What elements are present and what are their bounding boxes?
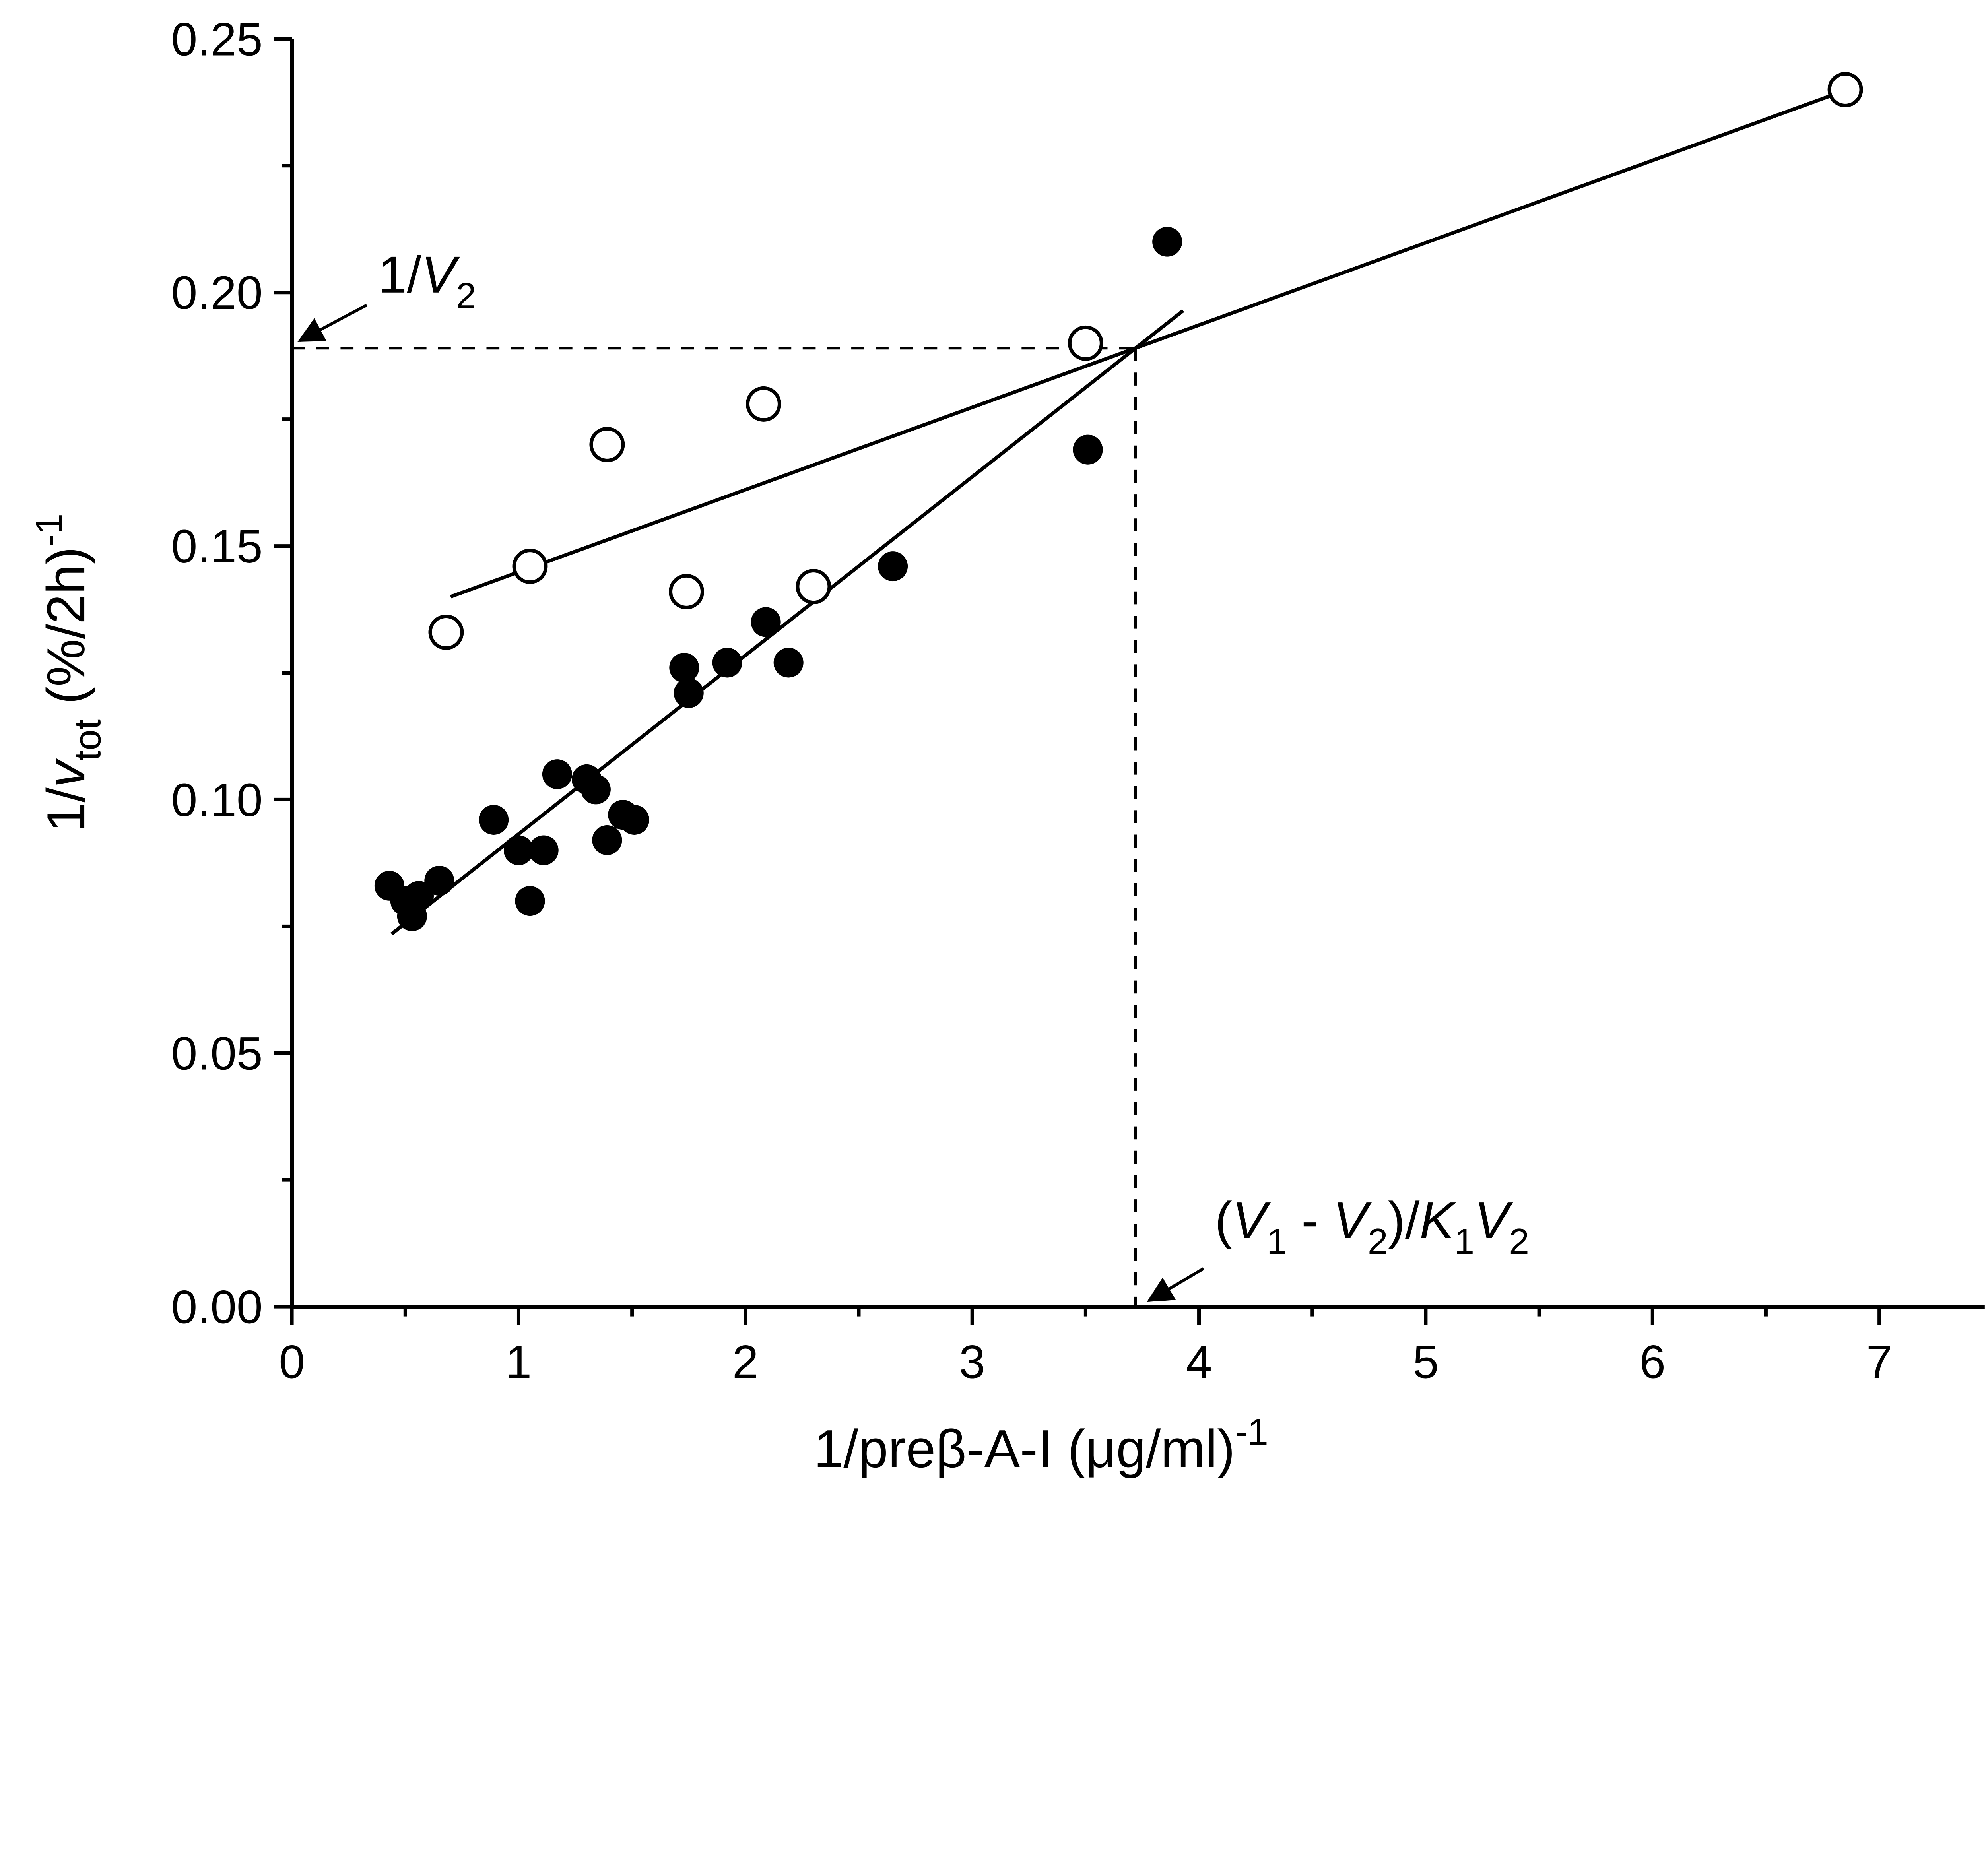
x-axis-title: 1/preβ-A-I (μg/ml)-1 (814, 1411, 1269, 1479)
data-point-filled (773, 648, 804, 678)
data-point-filled (712, 648, 742, 678)
x-tick-label: 1 (506, 1336, 532, 1389)
fit-line-steep-fit-closed-series (390, 309, 1184, 935)
data-point-filled (751, 607, 781, 637)
data-point-open (669, 574, 704, 609)
fit-line-shallow-fit-open-series (450, 88, 1848, 599)
data-point-open (428, 614, 464, 650)
data-point-filled (515, 886, 545, 916)
x-tick-label: 5 (1413, 1336, 1439, 1389)
data-point-filled (424, 866, 454, 896)
y-tick-label: 0.05 (171, 1028, 263, 1080)
data-point-open (746, 386, 781, 422)
figure-background (0, 0, 1988, 1514)
data-point-filled (878, 551, 908, 582)
series-open-circles (428, 72, 1863, 650)
data-point-open (1827, 72, 1863, 107)
data-point-filled (1152, 227, 1182, 257)
data-point-filled (1073, 434, 1103, 465)
annotation-arrow-label-1-over-V2 (297, 304, 368, 342)
data-point-filled (619, 805, 649, 835)
data-point-open (589, 427, 625, 462)
x-tick-label: 4 (1186, 1336, 1212, 1389)
y-tick-label: 0.25 (171, 13, 263, 66)
y-tick-label: 0.00 (171, 1281, 263, 1333)
series-closed-circles (374, 227, 1182, 931)
x-tick-label: 0 (279, 1336, 305, 1389)
data-point-filled (528, 835, 559, 865)
y-axis-title: 1/vtot (%/2h)-1 (28, 514, 109, 832)
data-point-filled (674, 678, 704, 708)
annotation-label-1-over-V2: 1/V2 (378, 246, 476, 316)
data-point-filled (404, 881, 434, 911)
data-point-filled (503, 835, 534, 865)
y-tick-label: 0.20 (171, 267, 263, 319)
y-tick-label: 0.10 (171, 774, 263, 826)
data-point-filled (479, 805, 509, 835)
y-tick-label: 0.15 (171, 520, 263, 573)
data-point-filled (592, 825, 622, 855)
x-tick-label: 3 (959, 1336, 985, 1389)
figure: 0 1 2 3 4 5 6 7 0.00 0.05 0.10 0.15 0.20 0.25 1/preβ-A… (0, 0, 1988, 1514)
data-point-open (512, 549, 548, 584)
data-point-open (796, 569, 831, 605)
data-point-filled (542, 759, 572, 789)
x-tick-label: 2 (732, 1336, 759, 1389)
scatter-plot: 0 1 2 3 4 5 6 7 0.00 0.05 0.10 0.15 0.20 0.25 1/preβ-A… (0, 0, 1988, 1514)
annotation-label-V1-minus-V2-over-K1V2: (V1 - V2)/K1V2 (1215, 1191, 1529, 1262)
data-point-filled (580, 774, 611, 805)
data-point-open (1068, 325, 1103, 361)
x-tick-label: 6 (1639, 1336, 1666, 1389)
annotation-arrow-label-V1-minus-V2-over-K1V2 (1147, 1267, 1204, 1302)
data-point-filled (669, 653, 699, 683)
x-tick-label: 7 (1866, 1336, 1893, 1389)
